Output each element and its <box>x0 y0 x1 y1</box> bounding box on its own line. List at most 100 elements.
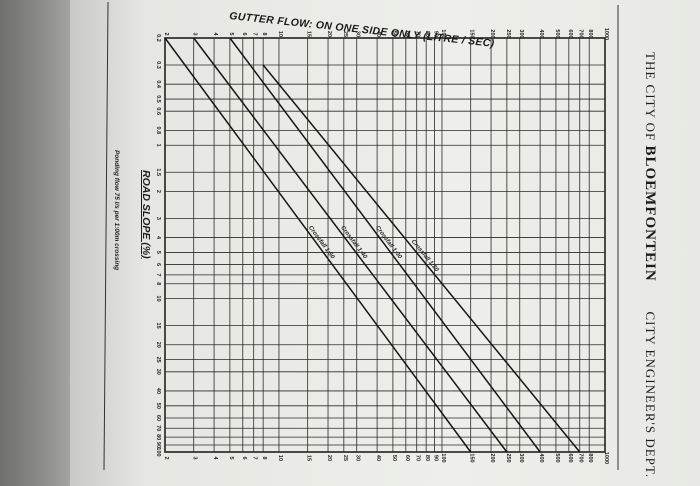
y-tick-label-bottom: 10 <box>277 455 283 461</box>
y-tick-label-bottom: 8 <box>261 456 267 459</box>
y-tick-label-top: 40 <box>375 31 381 37</box>
chart-footnote: Ponding flow 75 l/s per 1:00m crossing <box>113 150 120 271</box>
y-tick-label-bottom: 30 <box>355 455 361 461</box>
series-line <box>193 37 508 453</box>
y-tick-label-bottom: 40 <box>375 455 381 461</box>
y-tick-label-bottom: 800 <box>587 453 593 462</box>
y-tick-label-bottom: 5 <box>228 456 234 459</box>
paper-sheet <box>70 0 700 486</box>
x-tick-label: 0.3 <box>155 61 161 69</box>
y-tick-label-top: 600 <box>567 29 573 38</box>
y-tick-labels: 2233445566778810101515202025253030404050… <box>163 28 609 464</box>
y-tick-label-bottom: 50 <box>391 455 397 461</box>
x-tick-label: 50 <box>155 403 161 409</box>
x-tick-label: 0.4 <box>155 80 161 89</box>
y-tick-label-bottom: 500 <box>554 453 560 462</box>
x-tick-label: 0.8 <box>155 127 161 135</box>
x-tick-label: 5 <box>155 251 161 254</box>
y-tick-label-top: 50 <box>391 31 397 37</box>
y-tick-label-top: 70 <box>415 31 421 37</box>
y-tick-label-top: 30 <box>355 31 361 37</box>
y-tick-label-bottom: 600 <box>567 453 573 462</box>
header-city-name: BLOEMFONTEIN <box>642 145 658 282</box>
chart-grid <box>164 37 606 453</box>
y-tick-label-bottom: 20 <box>326 455 332 461</box>
x-tick-label: 0.6 <box>155 107 161 115</box>
y-tick-label-top: 20 <box>326 31 332 37</box>
x-tick-label: 0.2 <box>155 34 161 42</box>
y-tick-label-bottom: 4 <box>212 456 218 460</box>
x-tick-label: 100 <box>155 447 161 456</box>
x-tick-label: 8 <box>155 282 161 285</box>
series-line <box>164 37 472 453</box>
y-tick-label-top: 800 <box>587 29 593 38</box>
y-tick-label-bottom: 6 <box>241 456 247 459</box>
x-tick-label: 2 <box>155 190 161 193</box>
y-tick-label-bottom: 200 <box>489 453 495 462</box>
x-tick-label: 3 <box>155 217 161 220</box>
y-tick-label-top: 400 <box>538 29 544 38</box>
x-tick-label: 90 <box>155 442 161 448</box>
sheet-left-border <box>103 1 109 471</box>
y-tick-label-bottom: 7 <box>252 456 258 459</box>
y-tick-label-top: 700 <box>578 29 584 38</box>
x-tick-label: 60 <box>155 415 161 421</box>
y-tick-label-bottom: 80 <box>424 455 430 461</box>
x-tick-label: 40 <box>155 388 161 394</box>
y-tick-label-bottom: 70 <box>415 455 421 461</box>
y-tick-label-bottom: 15 <box>306 455 312 461</box>
x-axis-label: ROAD SLOPE (%) <box>140 170 152 259</box>
x-tick-label: 25 <box>155 357 161 363</box>
y-tick-label-bottom: 300 <box>518 453 524 462</box>
header-city: THE CITY OF <box>643 52 658 142</box>
header-title: THE CITY OF BLOEMFONTEIN CITY ENGINEER'S… <box>641 52 658 478</box>
header-department: CITY ENGINEER'S DEPT. <box>643 311 658 479</box>
y-tick-label-bottom: 400 <box>538 453 544 462</box>
series-line <box>262 64 581 453</box>
y-tick-label-top: 1000 <box>603 28 609 40</box>
y-tick-label-top: 3 <box>192 32 198 35</box>
y-tick-label-bottom: 1000 <box>603 452 609 464</box>
y-tick-label-bottom: 150 <box>469 453 475 462</box>
x-tick-label: 10 <box>155 296 161 302</box>
y-tick-label-top: 60 <box>404 31 410 37</box>
y-tick-label-top: 90 <box>433 31 439 37</box>
y-tick-label-top: 80 <box>424 31 430 37</box>
y-tick-label-top: 5 <box>228 32 234 35</box>
y-tick-label-top: 6 <box>241 32 247 35</box>
y-tick-label-top: 10 <box>277 31 283 37</box>
y-tick-label-top: 150 <box>469 29 475 38</box>
y-tick-label-bottom: 25 <box>342 455 348 461</box>
y-tick-label-bottom: 60 <box>404 455 410 461</box>
x-tick-label: 7 <box>155 273 161 276</box>
series-label: Crossfall 1:50 <box>307 225 336 261</box>
y-tick-label-top: 500 <box>554 29 560 38</box>
y-tick-label-top: 250 <box>505 29 511 38</box>
chart-frame <box>103 1 619 471</box>
y-tick-label-top: 7 <box>252 32 258 35</box>
y-tick-label-bottom: 250 <box>505 453 511 462</box>
x-tick-labels: 0.2 0.3 0.4 0.5 0.6 0.8 1 1.5 2 3 4 5 6 7 8 10 15 20 25 30 4… <box>155 34 161 456</box>
x-tick-label: 20 <box>155 342 161 348</box>
y-tick-label-bottom: 700 <box>578 453 584 462</box>
y-tick-label-top: 300 <box>518 29 524 38</box>
x-tick-label: 1.5 <box>155 168 161 176</box>
y-tick-label-top: 15 <box>306 31 312 37</box>
x-tick-label: 4 <box>155 236 161 240</box>
series-label: Crossfall 1:20 <box>410 239 440 274</box>
y-tick-label-top: 8 <box>261 32 267 35</box>
x-tick-label: 30 <box>155 369 161 375</box>
x-tick-label: 6 <box>155 263 161 266</box>
x-tick-label: 15 <box>155 323 161 329</box>
y-tick-label-bottom: 2 <box>163 456 169 459</box>
y-tick-label-bottom: 90 <box>433 455 439 461</box>
y-tick-label-top: 2 <box>163 32 169 35</box>
y-tick-label-bottom: 3 <box>192 456 198 459</box>
y-tick-label-top: 100 <box>440 29 446 38</box>
y-tick-label-top: 200 <box>489 29 495 38</box>
y-tick-label-top: 4 <box>212 32 218 36</box>
x-tick-label: 70 <box>155 425 161 431</box>
